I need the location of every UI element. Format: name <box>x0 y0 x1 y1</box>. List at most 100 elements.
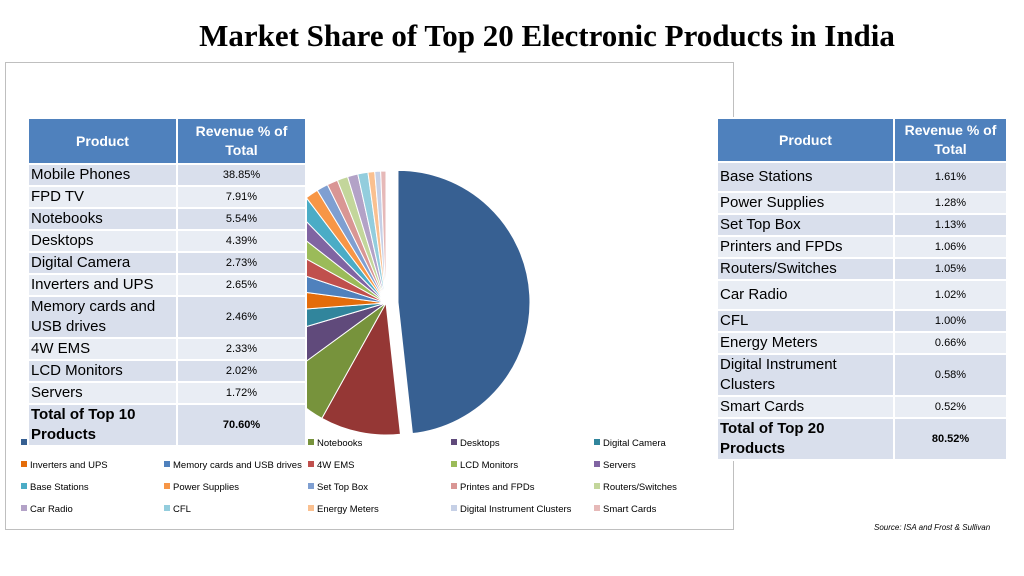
total-value: 70.60% <box>175 403 308 447</box>
revenue-cell: 2.73% <box>175 251 308 275</box>
revenue-cell: 7.91% <box>175 185 308 209</box>
product-cell: Printers and FPDs <box>716 235 895 259</box>
revenue-cell: 0.58% <box>892 353 1009 397</box>
table-row: FPD TV 7.91% <box>27 185 308 209</box>
legend-label: Memory cards and USB drives <box>173 460 302 471</box>
product-cell: Notebooks <box>27 207 178 231</box>
product-cell: Mobile Phones <box>27 163 178 187</box>
legend-swatch <box>594 505 600 512</box>
pie-slice <box>397 169 531 435</box>
legend-swatch <box>164 505 170 512</box>
revenue-cell: 1.02% <box>892 279 1009 311</box>
legend-swatch <box>164 483 170 490</box>
product-cell: Base Stations <box>716 161 895 193</box>
legend-swatch <box>594 439 600 446</box>
legend-label: 4W EMS <box>317 460 355 471</box>
revenue-cell: 1.13% <box>892 213 1009 237</box>
legend-item: Set Top Box <box>308 482 368 493</box>
legend-item: CFL <box>164 504 191 515</box>
top10-table: Product Revenue % of Total Mobile Phones… <box>27 117 308 447</box>
revenue-cell: 1.05% <box>892 257 1009 281</box>
legend-swatch <box>451 505 457 512</box>
legend-swatch <box>21 505 27 512</box>
legend-item: Car Radio <box>21 504 73 515</box>
legend-swatch <box>594 461 600 468</box>
product-cell: LCD Monitors <box>27 359 178 383</box>
legend-label: Notebooks <box>317 438 363 449</box>
product-cell: Set Top Box <box>716 213 895 237</box>
table-row: Digital Camera 2.73% <box>27 251 308 275</box>
product-cell: Smart Cards <box>716 395 895 419</box>
table-row: Base Stations 1.61% <box>716 161 1009 193</box>
table-row: Notebooks 5.54% <box>27 207 308 231</box>
legend-item: Printes and FPDs <box>451 482 534 493</box>
revenue-cell: 2.33% <box>175 337 308 361</box>
legend-item: Notebooks <box>308 438 362 449</box>
legend-swatch <box>308 505 314 512</box>
table-row: Printers and FPDs 1.06% <box>716 235 1009 259</box>
table-row: Inverters and UPS 2.65% <box>27 273 308 297</box>
legend-label: Power Supplies <box>173 482 240 493</box>
source-note: Source: ISA and Frost & Sullivan <box>874 523 991 532</box>
page-title: Market Share of Top 20 Electronic Produc… <box>199 18 895 53</box>
revenue-cell: 2.46% <box>175 295 308 339</box>
legend-swatch <box>451 461 457 468</box>
product-cell: CFL <box>716 309 895 333</box>
table-row: Routers/Switches 1.05% <box>716 257 1009 281</box>
product-cell: Servers <box>27 381 178 405</box>
legend-label: Desktops <box>460 438 500 449</box>
table-row: 4W EMS 2.33% <box>27 337 308 361</box>
legend-label: Digital Camera <box>603 438 666 449</box>
table-row: Mobile Phones 38.85% <box>27 163 308 187</box>
revenue-header: Revenue % of Total <box>175 117 308 165</box>
table-row: Set Top Box 1.13% <box>716 213 1009 237</box>
legend-item: Base Stations <box>21 482 89 493</box>
table-row: Car Radio 1.02% <box>716 279 1009 311</box>
product-cell: Energy Meters <box>716 331 895 355</box>
legend-swatch <box>21 439 27 446</box>
legend-label: Set Top Box <box>317 482 369 493</box>
table-row: Power Supplies 1.28% <box>716 191 1009 215</box>
chart-area: Mobile PhonesFPD TVNotebooksDesktopsDigi… <box>5 62 734 530</box>
revenue-cell: 1.61% <box>892 161 1009 193</box>
product-header: Product <box>27 117 178 165</box>
table-row: Energy Meters 0.66% <box>716 331 1009 355</box>
legend-swatch <box>451 439 457 446</box>
legend-label: Servers <box>603 460 636 471</box>
revenue-cell: 5.54% <box>175 207 308 231</box>
legend-label: Smart Cards <box>603 504 657 515</box>
table-row: Desktops 4.39% <box>27 229 308 253</box>
legend-swatch <box>21 483 27 490</box>
legend-swatch <box>451 483 457 490</box>
legend-item: Energy Meters <box>308 504 379 515</box>
revenue-cell: 0.52% <box>892 395 1009 419</box>
product-cell: Inverters and UPS <box>27 273 178 297</box>
table-row: CFL 1.00% <box>716 309 1009 333</box>
revenue-cell: 1.28% <box>892 191 1009 215</box>
product-cell: Memory cards and USB drives <box>27 295 178 339</box>
revenue-cell: 2.65% <box>175 273 308 297</box>
total-label: Total of Top 20 Products <box>716 417 895 461</box>
product-cell: Car Radio <box>716 279 895 311</box>
revenue-cell: 1.06% <box>892 235 1009 259</box>
legend-label: LCD Monitors <box>460 460 519 471</box>
legend-item: Memory cards and USB drives <box>164 460 302 471</box>
revenue-cell: 4.39% <box>175 229 308 253</box>
revenue-cell: 0.66% <box>892 331 1009 355</box>
legend-item: Digital Instrument Clusters <box>451 504 571 515</box>
legend-swatch <box>308 483 314 490</box>
legend-swatch <box>308 439 314 446</box>
total-row: Total of Top 20 Products 80.52% <box>716 417 1009 461</box>
total-label: Total of Top 10 Products <box>27 403 178 447</box>
total-value: 80.52% <box>892 417 1009 461</box>
product-cell: Digital Camera <box>27 251 178 275</box>
legend-item: Servers <box>594 460 636 471</box>
legend-item: Digital Camera <box>594 438 666 449</box>
legend-item: Desktops <box>451 438 500 449</box>
product-cell: Desktops <box>27 229 178 253</box>
legend-label: Car Radio <box>30 504 73 515</box>
table-row: Digital Instrument Clusters 0.58% <box>716 353 1009 397</box>
table-row: Memory cards and USB drives 2.46% <box>27 295 308 339</box>
table-row: Smart Cards 0.52% <box>716 395 1009 419</box>
top20-table: Product Revenue % of Total Base Stations… <box>716 117 1009 461</box>
